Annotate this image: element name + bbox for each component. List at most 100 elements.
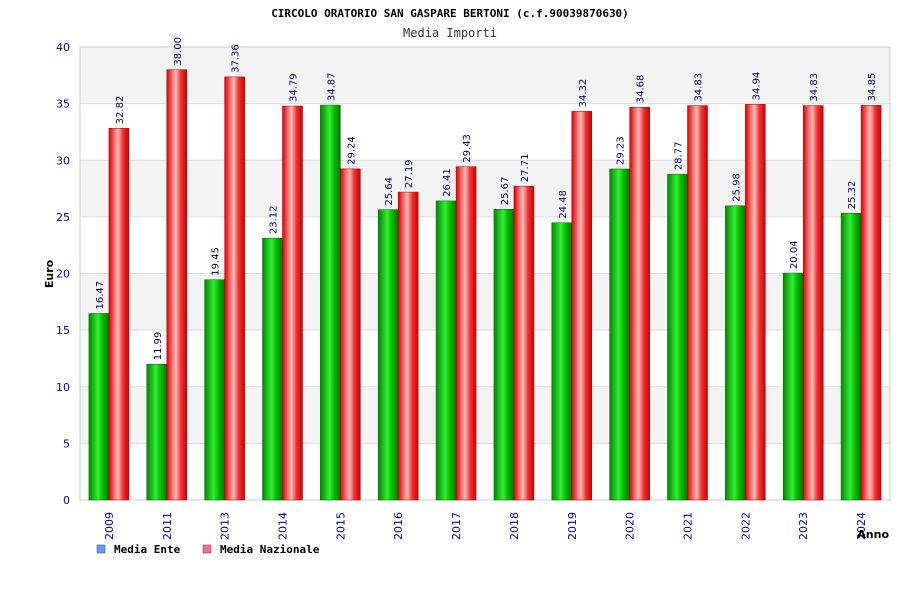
chart-subtitle: Media Importi: [403, 26, 497, 40]
bar-media-ente: [146, 363, 168, 501]
bar-media-nazionale: [571, 111, 593, 501]
bar-media-nazionale: [282, 105, 303, 501]
bar-media-ente: [725, 205, 746, 501]
bar-media-ente: [377, 209, 399, 501]
legend-label-nazionale: Media Nazionale: [220, 543, 320, 556]
value-label: 25.32: [847, 181, 858, 210]
grid-band: [80, 273, 890, 331]
bar-media-nazionale: [340, 168, 361, 501]
y-tick-label: 5: [63, 437, 70, 450]
value-label: 34.94: [751, 72, 762, 101]
value-label: 24.48: [558, 190, 569, 219]
chart-title: CIRCOLO ORATORIO SAN GASPARE BERTONI (c.…: [271, 7, 629, 20]
x-tick-label: 2024: [855, 512, 868, 540]
bar-media-nazionale: [166, 69, 188, 501]
value-label: 34.85: [867, 73, 878, 102]
y-tick-label: 35: [56, 98, 70, 111]
x-tick-label: 2015: [334, 512, 347, 540]
value-label: 28.77: [674, 142, 685, 171]
value-label: 38.00: [173, 37, 184, 66]
x-tick-label: 2020: [624, 512, 637, 540]
legend: Media Ente Media Nazionale: [96, 543, 320, 556]
value-labels: 16.47 32.82 11.99 38.00 19.45 37.36 23.12 34.79…: [95, 37, 878, 360]
value-label: 27.19: [404, 159, 415, 188]
grid-band: [80, 216, 890, 274]
plot-area-border: [79, 46, 891, 501]
grid-band: [80, 47, 890, 104]
bar-media-nazionale: [224, 76, 245, 501]
y-tick-label: 15: [56, 324, 70, 337]
x-tick-label: 2009: [103, 512, 116, 540]
value-label: 34.87: [326, 72, 337, 101]
value-label: 26.41: [442, 168, 453, 197]
value-label: 34.83: [694, 73, 705, 102]
value-label: 11.99: [153, 332, 164, 361]
value-label: 29.43: [462, 134, 473, 163]
bar-media-ente: [551, 222, 573, 501]
x-tick-label: 2018: [508, 512, 521, 540]
y-tick-label: 20: [56, 268, 70, 281]
value-label: 32.82: [115, 96, 126, 125]
bar-media-nazionale: [802, 105, 824, 501]
bar-media-nazionale: [108, 128, 130, 501]
value-label: 20.04: [789, 240, 800, 269]
value-label: 34.32: [578, 79, 589, 108]
bar-media-ente: [667, 173, 688, 501]
bar-media-ente: [262, 237, 283, 501]
value-label: 27.71: [520, 154, 531, 183]
grid-band: [80, 160, 890, 217]
y-tick-label: 30: [56, 154, 70, 167]
bar-media-nazionale: [513, 185, 535, 501]
x-tick-label: 2019: [566, 512, 579, 540]
grid-band: [80, 386, 890, 444]
x-tick-label: 2011: [161, 512, 174, 540]
bar-media-ente: [320, 104, 341, 501]
bar-media-nazionale: [455, 166, 477, 501]
legend-swatch-ente: [96, 544, 106, 554]
y-tick-label: 10: [56, 381, 70, 394]
x-tick-label: 2013: [219, 512, 232, 540]
x-tick-label: 2022: [739, 512, 752, 540]
x-tick-label: 2023: [797, 512, 810, 540]
value-label: 29.23: [616, 136, 627, 165]
bars: [88, 69, 882, 501]
bar-media-nazionale: [860, 105, 882, 501]
value-label: 16.47: [95, 281, 106, 310]
bar-media-ente: [782, 272, 804, 501]
y-tick-label: 0: [63, 494, 70, 507]
x-tick-label: 2021: [682, 512, 695, 540]
grid-band: [80, 443, 890, 500]
value-label: 19.45: [211, 247, 222, 276]
value-label: 25.67: [500, 177, 511, 206]
value-label: 34.79: [289, 73, 300, 102]
x-tick-label: 2016: [392, 512, 405, 540]
value-label: 34.83: [809, 73, 820, 102]
bar-media-ente: [493, 209, 515, 501]
value-label: 37.36: [231, 44, 242, 73]
y-axis-ticks: 0 5 10 15 20 25 30 35 40: [56, 41, 70, 507]
bar-media-ente: [609, 168, 630, 501]
legend-swatch-nazionale: [202, 544, 212, 554]
bar-media-nazionale: [397, 191, 419, 501]
y-tick-label: 40: [56, 41, 70, 54]
bar-media-ente: [204, 279, 225, 501]
y-tick-label: 25: [56, 211, 70, 224]
bar-media-ente: [435, 200, 457, 501]
x-tick-label: 2017: [450, 512, 463, 540]
grid-band: [80, 330, 890, 387]
bar-media-ente: [88, 313, 110, 501]
bar-media-nazionale: [687, 105, 708, 501]
value-label: 25.98: [731, 173, 742, 202]
value-label: 23.12: [269, 206, 280, 235]
grid-band: [80, 103, 890, 161]
legend-label-ente: Media Ente: [114, 543, 181, 556]
x-tick-label: 2014: [277, 512, 290, 540]
value-label: 25.64: [384, 177, 395, 206]
x-axis-categories: 2009 2011 2013 2014 2015 2016 2017 2018 2019 2020…: [103, 512, 868, 540]
value-label: 29.24: [346, 136, 357, 165]
bar-media-ente: [840, 213, 862, 501]
x-axis-label: Anno: [857, 528, 889, 541]
value-label: 34.68: [636, 75, 647, 104]
bar-media-nazionale: [629, 106, 650, 501]
